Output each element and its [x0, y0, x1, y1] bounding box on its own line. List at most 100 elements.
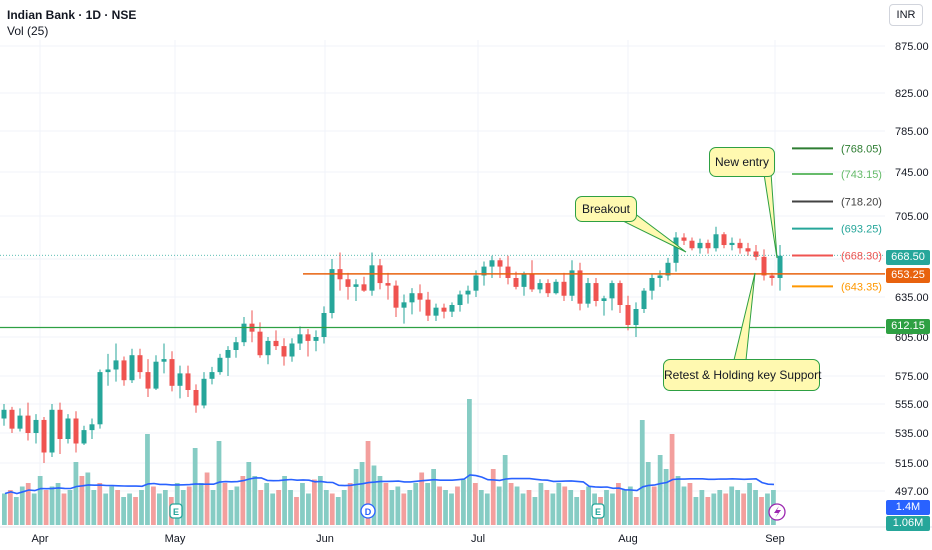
volume-bar: [765, 493, 770, 525]
volume-bar: [121, 497, 126, 525]
candle-body: [393, 285, 399, 308]
target-level-label: (693.25): [841, 224, 882, 236]
candle-body: [433, 307, 439, 316]
candle-body: [137, 355, 143, 373]
candle-body: [721, 234, 727, 246]
volume-bar: [2, 493, 7, 525]
candle-body: [185, 373, 191, 390]
candle-body: [649, 278, 655, 291]
earnings-marker: [591, 503, 605, 519]
candle-body: [105, 369, 111, 373]
volume-bar: [157, 493, 162, 525]
volume-bar: [431, 469, 436, 525]
volume-bar: [604, 490, 609, 525]
price-tick-label: 605.00: [895, 332, 929, 344]
volume-bar: [544, 490, 550, 525]
annotation-new-entry[interactable]: New entry: [709, 147, 775, 177]
volume-bar: [610, 493, 615, 525]
time-axis[interactable]: Apr May Jun Jul Aug Sep: [0, 526, 932, 545]
volume-bar: [341, 490, 347, 525]
volume-bar: [49, 486, 55, 525]
volume-bar: [162, 490, 168, 525]
volume-bar: [461, 479, 466, 525]
candle-body: [569, 270, 575, 296]
volume-bar: [550, 493, 556, 525]
volume-tag: 1.06M: [886, 516, 930, 531]
event-marker-label: D: [365, 507, 372, 517]
candle-body: [561, 281, 567, 296]
volume-bar: [562, 486, 568, 525]
volume-bar: [37, 476, 43, 525]
volume-bar: [514, 486, 520, 525]
volume-bar: [723, 493, 729, 525]
candle-body: [233, 342, 239, 350]
volume-bar: [616, 483, 621, 525]
annotation-retest-support[interactable]: Retest & Holding key Support: [663, 359, 821, 391]
candle-body: [745, 248, 751, 252]
target-level-label: (718.20): [841, 196, 882, 208]
time-tick-label: Jun: [316, 533, 334, 545]
price-tick-label: 535.00: [895, 428, 929, 440]
candle-body: [225, 350, 231, 358]
candle-body: [369, 265, 375, 291]
candle-body: [473, 275, 479, 291]
volume-indicator-label[interactable]: Vol (25): [7, 24, 49, 38]
time-tick-label: Apr: [31, 533, 48, 545]
candle-body: [113, 360, 119, 370]
volume-bar: [735, 490, 741, 525]
volume-bar: [7, 490, 13, 525]
candle-body: [345, 279, 351, 287]
candle-body: [545, 283, 551, 294]
candle-body: [257, 331, 263, 356]
volume-bar: [556, 483, 562, 525]
price-axis[interactable]: 875.00825.00785.00745.00705.00665.00635.…: [895, 41, 929, 498]
candle-body: [161, 359, 167, 362]
candle-body: [73, 418, 79, 444]
candle-body: [585, 283, 591, 304]
candle-body: [145, 372, 151, 389]
volume-bar: [127, 493, 132, 525]
annotation-breakout[interactable]: Breakout: [575, 196, 637, 222]
candle-body: [769, 275, 775, 278]
candle-body: [57, 409, 63, 439]
volume-bar: [353, 469, 359, 525]
candle-body: [665, 262, 671, 276]
volume-bar: [633, 497, 639, 525]
time-tick-label: Jul: [471, 533, 485, 545]
candle-body: [41, 419, 47, 453]
candle-body: [81, 430, 87, 444]
candle-body: [537, 283, 543, 290]
volume-bar: [335, 497, 341, 525]
target-level-label: (643.35): [841, 281, 882, 293]
candle-body: [689, 240, 695, 249]
volume-bar: [425, 483, 431, 525]
candle-body: [33, 419, 39, 433]
volume-bar: [312, 479, 317, 525]
volume-bar: [270, 493, 276, 525]
volume-bar: [55, 483, 61, 525]
price-tick-label: 515.00: [895, 458, 929, 470]
volume-bar: [323, 490, 329, 525]
volume-bar: [526, 490, 532, 525]
volume-bar: [180, 490, 186, 525]
support-resistance-levels: [0, 254, 885, 329]
volume-bar: [115, 490, 121, 525]
volume-bar: [139, 490, 144, 525]
price-tick-label: 575.00: [895, 371, 929, 383]
volume-bar: [240, 476, 246, 525]
target-level-label: (743.15): [841, 169, 882, 181]
volume-bar: [413, 483, 419, 525]
candle-body: [129, 355, 135, 381]
price-tick-label: 497.00: [895, 486, 929, 498]
candle-body: [177, 373, 183, 386]
candle-body: [401, 302, 407, 308]
candle-body: [737, 242, 743, 249]
candle-body: [489, 260, 495, 267]
time-tick-label: May: [165, 533, 186, 545]
currency-selector[interactable]: INR: [889, 4, 923, 26]
volume-bar: [91, 490, 97, 525]
candle-body: [601, 298, 607, 301]
volume-bar: [103, 493, 109, 525]
